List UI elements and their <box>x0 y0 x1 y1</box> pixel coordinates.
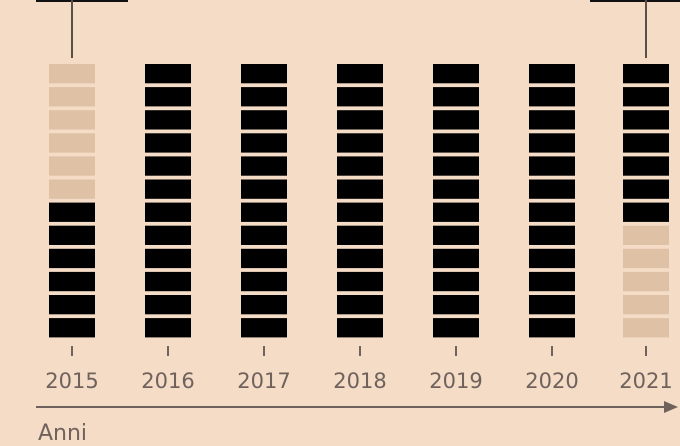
bar-2021-segment-4 <box>623 133 669 153</box>
bar-2016-segment-8 <box>145 225 191 245</box>
bar-2016-segment-5 <box>145 156 191 176</box>
bar-2015-segment-2 <box>49 87 95 107</box>
bar-2018-segment-5 <box>337 156 383 176</box>
bar-2016-segment-6 <box>145 179 191 199</box>
top-label-2015-text <box>36 0 128 2</box>
bar-2018-segment-1 <box>337 64 383 84</box>
bar-2018-segment-9 <box>337 248 383 269</box>
bar-2017-segment-12 <box>241 318 287 338</box>
x-tick-label-2016: 2016 <box>141 369 194 393</box>
bar-2017-segment-1 <box>241 64 287 84</box>
bar-2015-segment-7 <box>49 202 95 222</box>
bar-2019-segment-2 <box>433 87 479 107</box>
bar-2017-segment-8 <box>241 225 287 245</box>
bar-2020-segment-6 <box>529 179 575 199</box>
bar-2016-segment-1 <box>145 64 191 84</box>
bar-2020-segment-5 <box>529 156 575 176</box>
bar-2020-segment-2 <box>529 87 575 107</box>
bars-layer <box>49 64 669 338</box>
bar-2021-segment-6 <box>623 179 669 199</box>
bar-2021-segment-3 <box>623 110 669 130</box>
bar-2015-segment-9 <box>49 248 95 269</box>
x-axis-label: Anni <box>38 421 87 446</box>
bar-2015-segment-1 <box>49 64 95 84</box>
bar-2015-segment-3 <box>49 110 95 130</box>
bar-2015-segment-6 <box>49 179 95 199</box>
x-tick-label-2021: 2021 <box>619 369 672 393</box>
bar-2015-segment-12 <box>49 318 95 338</box>
x-tick-label-2019: 2019 <box>429 369 482 393</box>
bar-2018-segment-10 <box>337 271 383 292</box>
bar-2015-segment-11 <box>49 295 95 315</box>
bar-2020-segment-4 <box>529 133 575 153</box>
bar-2021-segment-10 <box>623 271 669 292</box>
bar-2016-segment-7 <box>145 202 191 222</box>
bar-2020-segment-1 <box>529 64 575 84</box>
bar-2016-segment-11 <box>145 295 191 315</box>
bar-2019-segment-7 <box>433 202 479 222</box>
bar-2017-segment-6 <box>241 179 287 199</box>
x-tick-label-2017: 2017 <box>237 369 290 393</box>
bar-2021-segment-5 <box>623 156 669 176</box>
bar-2017-segment-10 <box>241 271 287 292</box>
bar-2018-segment-3 <box>337 110 383 130</box>
bar-2015-segment-10 <box>49 271 95 292</box>
bar-2019-segment-3 <box>433 110 479 130</box>
bar-2018-segment-12 <box>337 318 383 338</box>
top-label-2021-text <box>590 0 680 2</box>
bar-2019-segment-4 <box>433 133 479 153</box>
bar-2017-segment-7 <box>241 202 287 222</box>
bar-2017-segment-9 <box>241 248 287 269</box>
bar-2019-segment-6 <box>433 179 479 199</box>
x-tick-label-2020: 2020 <box>525 369 578 393</box>
bar-2015-segment-8 <box>49 225 95 245</box>
bar-2018-segment-8 <box>337 225 383 245</box>
bar-2016-segment-3 <box>145 110 191 130</box>
bar-2015-segment-4 <box>49 133 95 153</box>
bar-2016-segment-4 <box>145 133 191 153</box>
bar-2018-segment-7 <box>337 202 383 222</box>
bar-2018-segment-2 <box>337 87 383 107</box>
bar-2021-segment-8 <box>623 225 669 245</box>
bar-2016-segment-2 <box>145 87 191 107</box>
bar-2021-segment-2 <box>623 87 669 107</box>
bar-2020-segment-10 <box>529 271 575 292</box>
bar-2021-segment-12 <box>623 318 669 338</box>
bar-2021-segment-7 <box>623 202 669 222</box>
bar-2016-segment-10 <box>145 271 191 292</box>
bar-2020-segment-12 <box>529 318 575 338</box>
bar-2019-segment-1 <box>433 64 479 84</box>
bar-2019-segment-8 <box>433 225 479 245</box>
bar-2020-segment-9 <box>529 248 575 269</box>
x-axis-arrow-head <box>664 401 678 413</box>
bar-2021-segment-11 <box>623 295 669 315</box>
bar-2018-segment-11 <box>337 295 383 315</box>
bar-2020-segment-3 <box>529 110 575 130</box>
bar-2019-segment-9 <box>433 248 479 269</box>
bar-2021-segment-9 <box>623 248 669 269</box>
bar-2020-segment-8 <box>529 225 575 245</box>
bar-2020-segment-7 <box>529 202 575 222</box>
bar-2018-segment-6 <box>337 179 383 199</box>
x-tick-label-2018: 2018 <box>333 369 386 393</box>
ticks-layer: 2015 2016 2017 2018 2019 2020 2021 <box>45 346 673 393</box>
bar-2021-segment-1 <box>623 64 669 84</box>
bar-2020-segment-11 <box>529 295 575 315</box>
bar-2017-segment-2 <box>241 87 287 107</box>
bar-2017-segment-11 <box>241 295 287 315</box>
bar-2019-segment-11 <box>433 295 479 315</box>
bar-2016-segment-12 <box>145 318 191 338</box>
bar-2017-segment-3 <box>241 110 287 130</box>
bar-2019-segment-5 <box>433 156 479 176</box>
bar-2019-segment-12 <box>433 318 479 338</box>
bar-2018-segment-4 <box>337 133 383 153</box>
bar-2015-segment-5 <box>49 156 95 176</box>
bar-2017-segment-5 <box>241 156 287 176</box>
bar-2017-segment-4 <box>241 133 287 153</box>
bar-2019-segment-10 <box>433 271 479 292</box>
bar-2016-segment-9 <box>145 248 191 269</box>
x-tick-label-2015: 2015 <box>45 369 98 393</box>
